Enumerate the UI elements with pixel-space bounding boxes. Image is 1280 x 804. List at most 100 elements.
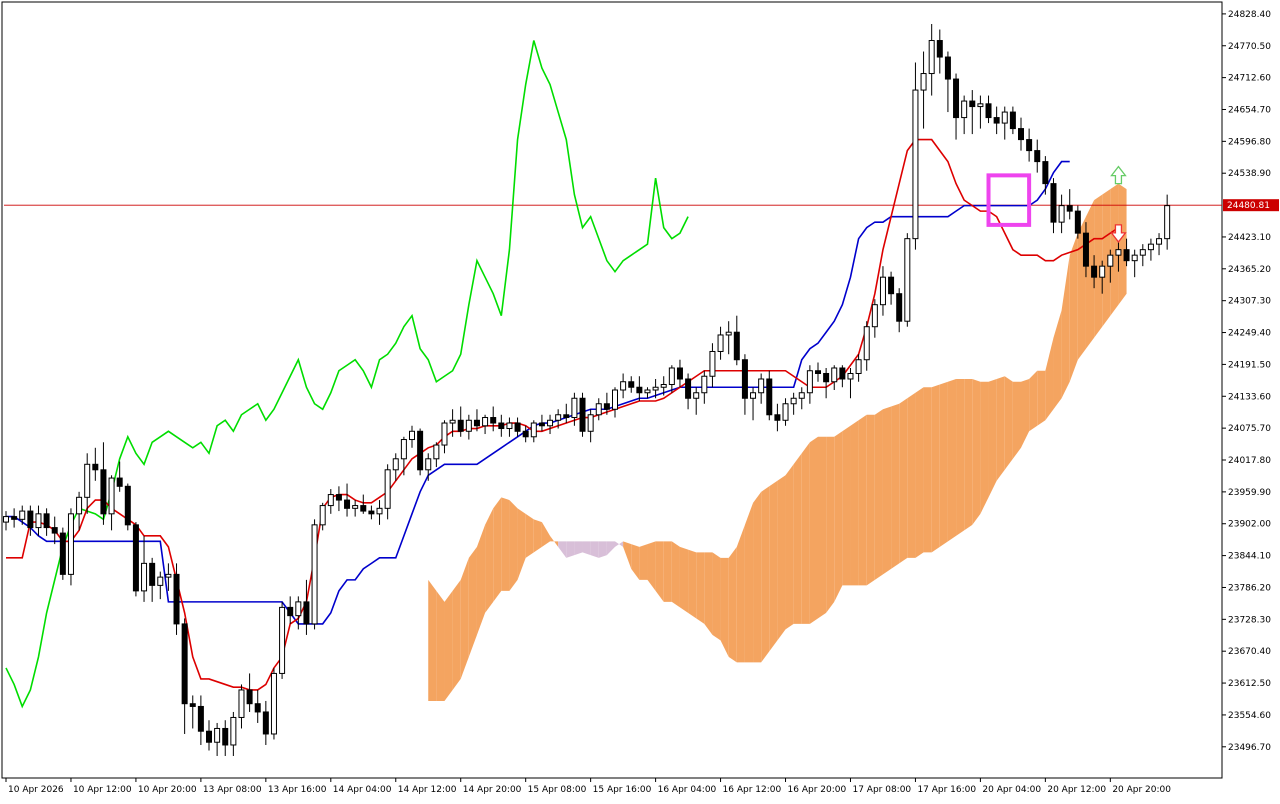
candle[interactable] bbox=[620, 373, 627, 399]
candle[interactable] bbox=[1042, 156, 1049, 195]
sell-arrow-icon[interactable] bbox=[1110, 224, 1127, 243]
candle[interactable] bbox=[76, 491, 83, 531]
candle[interactable] bbox=[141, 535, 148, 602]
candle[interactable] bbox=[35, 505, 42, 536]
candle[interactable] bbox=[636, 376, 643, 402]
candle[interactable] bbox=[660, 376, 667, 396]
candle[interactable] bbox=[270, 667, 277, 740]
candle[interactable] bbox=[790, 392, 797, 415]
candle[interactable] bbox=[847, 367, 854, 399]
candle[interactable] bbox=[628, 376, 635, 393]
candle[interactable] bbox=[798, 387, 805, 410]
candle[interactable] bbox=[668, 365, 675, 393]
candle[interactable] bbox=[782, 398, 789, 426]
candle[interactable] bbox=[92, 447, 99, 481]
candle[interactable] bbox=[173, 563, 180, 635]
candle[interactable] bbox=[530, 420, 537, 443]
candle[interactable] bbox=[3, 511, 9, 531]
candle[interactable] bbox=[417, 428, 424, 476]
candle[interactable] bbox=[587, 409, 594, 443]
candle[interactable] bbox=[831, 365, 838, 390]
candle[interactable] bbox=[84, 453, 91, 514]
candle[interactable] bbox=[449, 409, 456, 437]
candle[interactable] bbox=[108, 475, 115, 531]
candle[interactable] bbox=[230, 711, 237, 756]
candle[interactable] bbox=[319, 502, 326, 531]
candle[interactable] bbox=[43, 508, 50, 536]
candle[interactable] bbox=[19, 505, 26, 525]
candle[interactable] bbox=[928, 24, 935, 96]
candle[interactable] bbox=[262, 700, 269, 745]
candle[interactable] bbox=[733, 315, 740, 366]
candle[interactable] bbox=[392, 453, 399, 481]
candle[interactable] bbox=[441, 420, 448, 454]
candle[interactable] bbox=[896, 288, 903, 333]
candle[interactable] bbox=[254, 689, 261, 723]
candle[interactable] bbox=[59, 527, 66, 580]
candle[interactable] bbox=[823, 367, 830, 399]
candle[interactable] bbox=[1074, 205, 1081, 239]
candle[interactable] bbox=[701, 370, 708, 404]
candle[interactable] bbox=[1099, 260, 1106, 294]
buy-arrow-icon[interactable] bbox=[1110, 165, 1127, 185]
candle[interactable] bbox=[1050, 178, 1057, 234]
candle[interactable] bbox=[384, 464, 391, 520]
candle[interactable] bbox=[1115, 238, 1122, 272]
candle[interactable] bbox=[376, 500, 383, 525]
candle[interactable] bbox=[1018, 117, 1024, 151]
candle[interactable] bbox=[11, 508, 18, 528]
candle[interactable] bbox=[287, 596, 294, 624]
candle[interactable] bbox=[806, 365, 813, 404]
candle[interactable] bbox=[1026, 128, 1033, 162]
candle[interactable] bbox=[514, 417, 521, 437]
candle[interactable] bbox=[181, 618, 188, 734]
candle[interactable] bbox=[709, 343, 716, 388]
candle[interactable] bbox=[555, 409, 562, 429]
candle[interactable] bbox=[920, 51, 927, 129]
candle[interactable] bbox=[246, 673, 253, 712]
candle[interactable] bbox=[409, 425, 415, 448]
candle[interactable] bbox=[1123, 238, 1130, 267]
candle[interactable] bbox=[888, 271, 895, 305]
candle[interactable] bbox=[400, 436, 407, 476]
candle[interactable] bbox=[132, 522, 139, 597]
candle[interactable] bbox=[1058, 194, 1065, 234]
candle[interactable] bbox=[465, 414, 472, 440]
candle[interactable] bbox=[1066, 189, 1073, 220]
candle[interactable] bbox=[953, 73, 960, 140]
candle[interactable] bbox=[490, 406, 497, 432]
candle[interactable] bbox=[977, 95, 984, 129]
candle[interactable] bbox=[774, 403, 781, 432]
candle[interactable] bbox=[595, 398, 602, 421]
candle[interactable] bbox=[498, 414, 505, 437]
candle[interactable] bbox=[1034, 139, 1041, 173]
candle[interactable] bbox=[936, 29, 943, 74]
candle[interactable] bbox=[693, 387, 700, 415]
candle[interactable] bbox=[100, 442, 107, 525]
candle[interactable] bbox=[758, 373, 765, 404]
candle[interactable] bbox=[969, 90, 976, 135]
candle[interactable] bbox=[51, 516, 58, 545]
candle[interactable] bbox=[189, 695, 196, 729]
candle[interactable] bbox=[368, 505, 375, 520]
candle[interactable] bbox=[295, 596, 302, 630]
candle[interactable] bbox=[165, 563, 172, 591]
candle[interactable] bbox=[750, 387, 757, 421]
candle[interactable] bbox=[685, 373, 692, 410]
candle[interactable] bbox=[214, 722, 221, 756]
candle[interactable] bbox=[67, 508, 74, 586]
candle[interactable] bbox=[1139, 244, 1146, 267]
candle[interactable] bbox=[279, 601, 286, 679]
candle[interactable] bbox=[124, 483, 131, 531]
candle[interactable] bbox=[717, 326, 724, 360]
candle[interactable] bbox=[352, 500, 359, 517]
candle[interactable] bbox=[993, 106, 1000, 135]
candle[interactable] bbox=[522, 425, 529, 443]
candle[interactable] bbox=[482, 414, 489, 435]
candle[interactable] bbox=[538, 414, 545, 432]
candle[interactable] bbox=[741, 354, 748, 415]
candle[interactable] bbox=[303, 579, 310, 635]
candle[interactable] bbox=[815, 362, 821, 382]
